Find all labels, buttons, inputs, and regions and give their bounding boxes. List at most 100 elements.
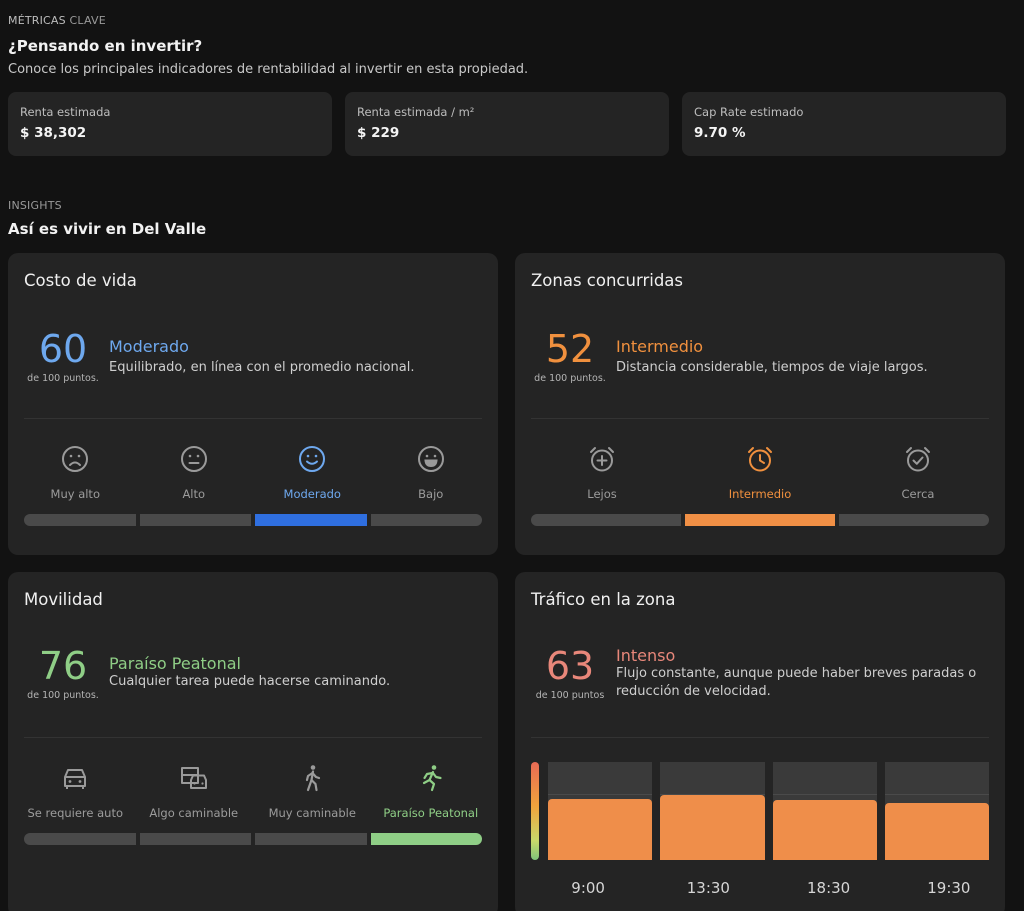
walking-icon (253, 762, 372, 794)
option-paraiso-peatonal[interactable]: Paraíso Peatonal (372, 762, 491, 820)
option-lejos[interactable]: Lejos (523, 443, 681, 501)
level-block: Intenso Flujo constante, aunque puede ha… (616, 646, 989, 701)
card-title: Movilidad (24, 590, 103, 609)
option-label: Paraíso Peatonal (383, 806, 479, 820)
level-bar-segment (370, 514, 482, 526)
score-block: 60 de 100 puntos. (24, 327, 102, 384)
level-bar-segment (24, 514, 136, 526)
level-block: Paraíso Peatonal Cualquier tarea puede h… (109, 654, 482, 691)
option-label: Intermedio (728, 487, 792, 501)
option-label: Muy alto (50, 487, 100, 501)
level-bar-segment (370, 833, 482, 845)
option-muy-alto[interactable]: Muy alto (16, 443, 135, 501)
card-costo-de-vida: Costo de vida 60 de 100 puntos. Moderado… (8, 253, 498, 555)
running-icon (372, 762, 491, 794)
traffic-slot (548, 762, 653, 860)
alarm-check-icon (839, 443, 997, 475)
traffic-bar (660, 795, 765, 860)
level-block: Intermedio Distancia considerable, tiemp… (616, 337, 989, 377)
level-bar (24, 514, 482, 526)
traffic-intensity-scale (531, 762, 539, 860)
option-label: Se requiere auto (27, 806, 124, 820)
metrics-description: Conoce los principales indicadores de re… (8, 62, 529, 77)
insights-eyebrow: INSIGHTS (8, 199, 62, 212)
score-block: 63 de 100 puntos (531, 644, 609, 701)
level-name: Intermedio (616, 337, 704, 356)
divider (531, 418, 989, 419)
level-bar-segment (839, 514, 989, 526)
traffic-x-labels: 9:00 13:30 18:30 19:30 (532, 879, 1005, 897)
card-title: Tráfico en la zona (531, 590, 676, 609)
option-label: Algo caminable (149, 806, 239, 820)
score-number: 52 (545, 327, 595, 371)
divider (24, 737, 482, 738)
option-label: Lejos (587, 487, 617, 501)
metrics-title: ¿Pensando en invertir? (8, 37, 203, 55)
x-tick-label: 19:30 (927, 879, 971, 897)
option-intermedio[interactable]: Intermedio (681, 443, 839, 501)
score-of: de 100 puntos (535, 690, 605, 701)
insights-title: Así es vivir en Del Valle (8, 220, 207, 238)
level-bar-segment (24, 833, 136, 845)
gridline (884, 794, 989, 796)
option-se-requiere-auto[interactable]: Se requiere auto (16, 762, 135, 820)
score-of: de 100 puntos. (27, 373, 99, 384)
traffic-bar (772, 800, 877, 860)
traffic-slot (660, 762, 765, 860)
x-tick-label: 18:30 (807, 879, 851, 897)
divider (24, 418, 482, 419)
score-block: 76 de 100 puntos. (24, 644, 102, 701)
x-tick-label: 13:30 (686, 879, 730, 897)
option-row: Muy alto Alto Moderado Bajo (16, 443, 490, 501)
card-title: Costo de vida (24, 271, 137, 290)
score-number: 60 (38, 327, 88, 371)
traffic-bar (884, 803, 989, 860)
level-name: Paraíso Peatonal (109, 654, 241, 673)
option-cerca[interactable]: Cerca (839, 443, 997, 501)
level-bar (531, 514, 989, 526)
metric-value: 9.70 % (694, 125, 746, 141)
gridline (772, 794, 877, 796)
option-alto[interactable]: Alto (135, 443, 254, 501)
score-number: 63 (545, 644, 595, 688)
card-movilidad: Movilidad 76 de 100 puntos. Paraíso Peat… (8, 572, 498, 911)
neutral-face-icon (135, 443, 254, 475)
divider (531, 737, 989, 738)
metric-label: Renta estimada / m² (357, 105, 475, 119)
level-description: Flujo constante, aunque puede haber brev… (616, 666, 977, 699)
option-muy-caminable[interactable]: Muy caminable (253, 762, 372, 820)
level-description: Distancia considerable, tiempos de viaje… (616, 360, 928, 375)
card-title: Zonas concurridas (531, 271, 684, 290)
traffic-chart (531, 762, 989, 862)
metric-label: Cap Rate estimado (694, 105, 804, 119)
traffic-bar (548, 799, 653, 860)
option-label: Alto (182, 487, 206, 501)
metric-value: $ 38,302 (20, 125, 87, 141)
score-number: 76 (38, 644, 88, 688)
grin-face-icon (372, 443, 491, 475)
option-label: Bajo (418, 487, 444, 501)
alarm-plus-icon (523, 443, 681, 475)
card-trafico: Tráfico en la zona 63 de 100 puntos Inte… (515, 572, 1005, 911)
level-name: Moderado (109, 337, 189, 356)
metric-label: Renta estimada (20, 105, 111, 119)
score-of: de 100 puntos. (534, 373, 606, 384)
option-moderado[interactable]: Moderado (253, 443, 372, 501)
level-bar-segment (139, 514, 251, 526)
metric-value: $ 229 (357, 125, 400, 141)
option-label: Muy caminable (268, 806, 356, 820)
metric-card-renta: Renta estimada $ 38,302 (8, 92, 332, 156)
traffic-bars (548, 762, 989, 860)
level-description: Cualquier tarea puede hacerse caminando. (109, 674, 391, 689)
score-block: 52 de 100 puntos. (531, 327, 609, 384)
level-bar-segment (139, 833, 251, 845)
level-name: Intenso (616, 646, 676, 665)
level-bar-segment (255, 833, 367, 845)
option-bajo[interactable]: Bajo (372, 443, 491, 501)
option-algo-caminable[interactable]: Algo caminable (135, 762, 254, 820)
level-description: Equilibrado, en línea con el promedio na… (109, 360, 415, 375)
metrics-eyebrow-main: MÉTRICAS (8, 14, 66, 27)
option-label: Moderado (283, 487, 341, 501)
option-label: Cerca (901, 487, 935, 501)
alarm-clock-icon (681, 443, 839, 475)
